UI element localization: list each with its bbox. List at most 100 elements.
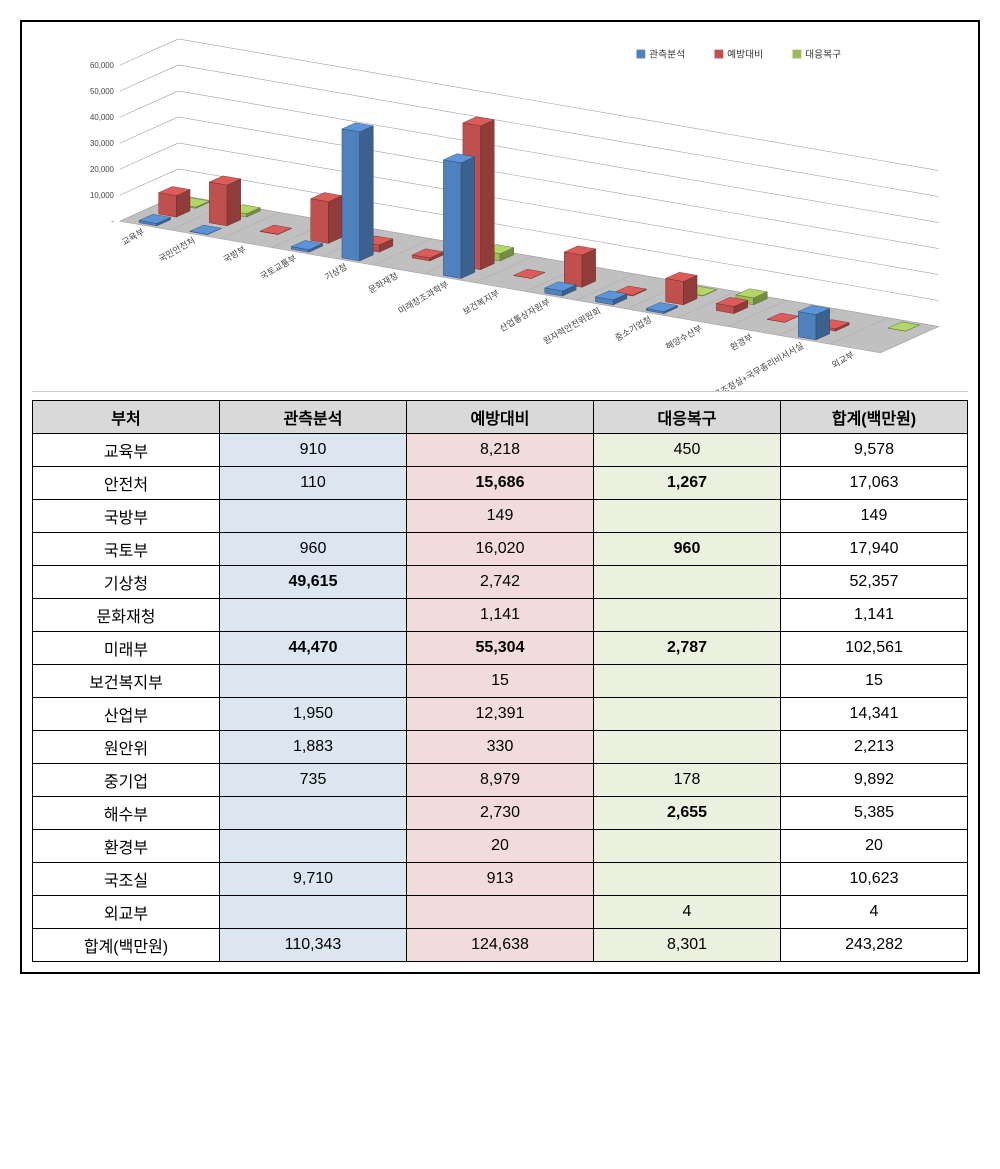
table-col-header: 부처 [33, 401, 220, 434]
table-cell: 735 [220, 764, 407, 797]
table-cell: 20 [781, 830, 968, 863]
table-cell [594, 665, 781, 698]
svg-text:-: - [111, 217, 114, 226]
svg-text:교육부: 교육부 [120, 227, 146, 248]
table-cell: 149 [407, 500, 594, 533]
table-cell: 102,561 [781, 632, 968, 665]
svg-text:40,000: 40,000 [90, 113, 115, 122]
table-row: 중기업7358,9791789,892 [33, 764, 968, 797]
table-cell: 14,341 [781, 698, 968, 731]
table-cell [594, 698, 781, 731]
chart-svg: -10,00020,00030,00040,00050,00060,000교육부… [32, 32, 968, 391]
table-cell: 미래부 [33, 632, 220, 665]
table-cell: 12,391 [407, 698, 594, 731]
table-cell: 1,883 [220, 731, 407, 764]
figure-container: -10,00020,00030,00040,00050,00060,000교육부… [20, 20, 980, 974]
table-cell: 124,638 [407, 929, 594, 962]
table-cell [407, 896, 594, 929]
table-cell: 합계(백만원) [33, 929, 220, 962]
table-cell: 1,141 [781, 599, 968, 632]
svg-text:산업통상자원부: 산업통상자원부 [498, 297, 552, 334]
table-cell: 960 [594, 533, 781, 566]
table-cell [594, 863, 781, 896]
svg-text:중소기업청: 중소기업청 [613, 314, 653, 343]
table-cell [220, 599, 407, 632]
table-cell: 4 [781, 896, 968, 929]
table-cell: 17,063 [781, 467, 968, 500]
data-table: 부처관측분석예방대비대응복구합계(백만원) 교육부9108,2184509,57… [32, 400, 968, 962]
table-cell [220, 797, 407, 830]
table-cell: 안전처 [33, 467, 220, 500]
table-row: 국방부 149 149 [33, 500, 968, 533]
table-cell: 1,267 [594, 467, 781, 500]
table-row: 산업부1,95012,39114,341 [33, 698, 968, 731]
svg-text:국토교통부: 국토교통부 [258, 253, 298, 282]
table-cell: 2,730 [407, 797, 594, 830]
table-row: 문화재청1,1411,141 [33, 599, 968, 632]
table-cell [220, 896, 407, 929]
table-cell: 5,385 [781, 797, 968, 830]
table-cell: 149 [781, 500, 968, 533]
table-cell: 교육부 [33, 434, 220, 467]
table-col-header: 대응복구 [594, 401, 781, 434]
table-cell: 9,578 [781, 434, 968, 467]
table-cell: 원안위 [33, 731, 220, 764]
table-row: 안전처11015,6861,26717,063 [33, 467, 968, 500]
svg-text:예방대비: 예방대비 [727, 48, 763, 60]
table-cell: 8,301 [594, 929, 781, 962]
svg-text:대응복구: 대응복구 [805, 48, 841, 60]
table-row: 미래부44,47055,3042,787102,561 [33, 632, 968, 665]
table-cell [594, 599, 781, 632]
table-cell: 960 [220, 533, 407, 566]
table-cell: 17,940 [781, 533, 968, 566]
table-cell [220, 830, 407, 863]
table-cell: 913 [407, 863, 594, 896]
table-cell: 110,343 [220, 929, 407, 962]
svg-text:30,000: 30,000 [90, 139, 115, 148]
svg-text:20,000: 20,000 [90, 165, 115, 174]
table-cell: 2,787 [594, 632, 781, 665]
svg-text:관측분석: 관측분석 [649, 48, 685, 60]
table-cell: 국토부 [33, 533, 220, 566]
svg-text:원자력안전위원회: 원자력안전위원회 [541, 305, 602, 347]
table-row: 외교부44 [33, 896, 968, 929]
svg-text:기상청: 기상청 [323, 262, 349, 283]
table-cell: 2,213 [781, 731, 968, 764]
table-cell [594, 500, 781, 533]
table-cell: 243,282 [781, 929, 968, 962]
svg-text:문화재청: 문화재청 [367, 270, 400, 295]
svg-text:미래창조과학부: 미래창조과학부 [396, 279, 450, 316]
table-cell: 산업부 [33, 698, 220, 731]
table-header-row: 부처관측분석예방대비대응복구합계(백만원) [33, 401, 968, 434]
table-cell: 15 [407, 665, 594, 698]
table-cell: 보건복지부 [33, 665, 220, 698]
table-cell: 외교부 [33, 896, 220, 929]
table-cell [594, 731, 781, 764]
table-cell: 330 [407, 731, 594, 764]
table-col-header: 예방대비 [407, 401, 594, 434]
table-row: 보건복지부1515 [33, 665, 968, 698]
table-cell: 1,141 [407, 599, 594, 632]
table-col-header: 합계(백만원) [781, 401, 968, 434]
svg-text:보건복지부: 보건복지부 [461, 288, 501, 317]
table-cell: 910 [220, 434, 407, 467]
table-row: 합계(백만원)110,343124,6388,301243,282 [33, 929, 968, 962]
table-cell: 10,623 [781, 863, 968, 896]
table-row: 원안위1,883330 2,213 [33, 731, 968, 764]
table-cell: 국방부 [33, 500, 220, 533]
table-col-header: 관측분석 [220, 401, 407, 434]
table-cell [220, 665, 407, 698]
table-cell: 환경부 [33, 830, 220, 863]
table-cell: 8,979 [407, 764, 594, 797]
svg-text:해양수산부: 해양수산부 [664, 323, 704, 352]
table-cell: 국조실 [33, 863, 220, 896]
table-cell: 9,710 [220, 863, 407, 896]
bar3d-chart: -10,00020,00030,00040,00050,00060,000교육부… [32, 32, 968, 392]
table-cell: 15,686 [407, 467, 594, 500]
svg-text:국무조정실+국무총리비서서실: 국무조정실+국무총리비서서실 [705, 341, 805, 391]
table-cell [594, 830, 781, 863]
table-row: 해수부2,7302,6555,385 [33, 797, 968, 830]
table-cell: 44,470 [220, 632, 407, 665]
table-cell: 16,020 [407, 533, 594, 566]
table-cell: 8,218 [407, 434, 594, 467]
